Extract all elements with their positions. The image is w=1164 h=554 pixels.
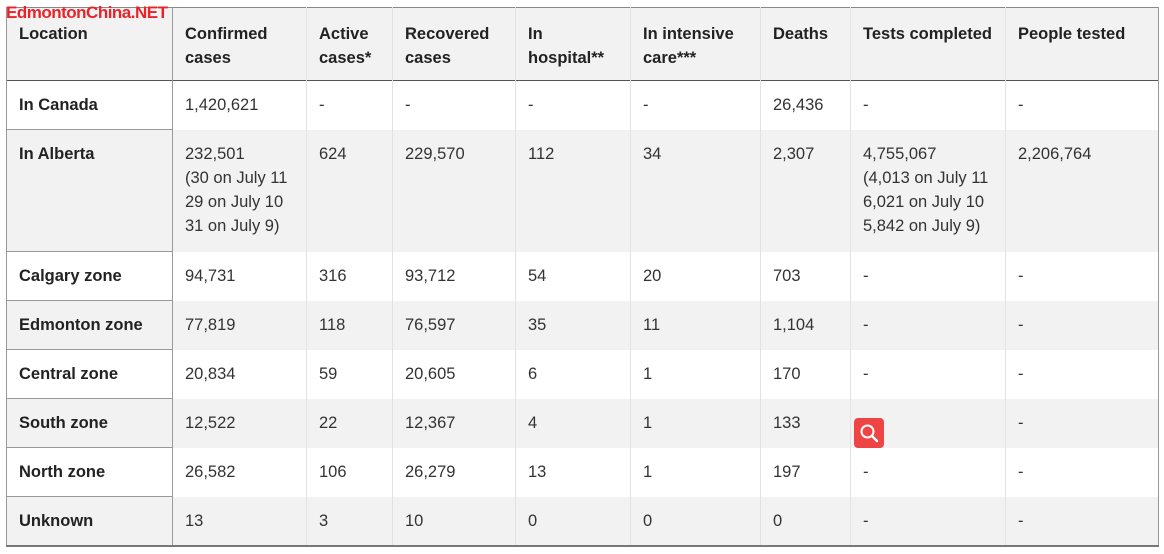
cell-recovered: 12,367 — [392, 398, 516, 448]
row-location: South zone — [6, 398, 173, 448]
cell-tests: - — [850, 300, 1006, 350]
header-recovered-cases: Recovered cases — [392, 7, 516, 81]
header-in-hospital: In hospital** — [515, 7, 631, 81]
cell-active: 59 — [306, 349, 393, 399]
header-confirmed-cases: Confirmed cases — [172, 7, 307, 81]
cell-tests: - — [850, 349, 1006, 399]
cell-active: 3 — [306, 496, 393, 546]
cell-icu: 34 — [630, 129, 761, 252]
cell-confirmed: 13 — [172, 496, 307, 546]
cell-confirmed: 26,582 — [172, 447, 307, 497]
table-row: In Alberta 232,501 (30 on July 11 29 on … — [6, 129, 1159, 252]
cell-confirmed: 12,522 — [172, 398, 307, 448]
row-location: Edmonton zone — [6, 300, 173, 350]
cell-hospital: - — [515, 80, 631, 130]
row-location: In Canada — [6, 80, 173, 130]
cell-deaths: 170 — [760, 349, 851, 399]
table-row: Calgary zone 94,731 316 93,712 54 20 703… — [6, 251, 1159, 301]
cell-deaths: 26,436 — [760, 80, 851, 130]
cell-tests: - — [850, 447, 1006, 497]
row-location: Unknown — [6, 496, 173, 546]
cell-deaths: 197 — [760, 447, 851, 497]
search-icon — [860, 424, 879, 443]
cell-active: 22 — [306, 398, 393, 448]
cell-deaths: 2,307 — [760, 129, 851, 252]
cell-active: 118 — [306, 300, 393, 350]
cell-recovered: 93,712 — [392, 251, 516, 301]
row-location: In Alberta — [6, 129, 173, 252]
cell-people-tested: - — [1005, 349, 1159, 399]
cell-people-tested: - — [1005, 300, 1159, 350]
row-location: North zone — [6, 447, 173, 497]
cell-deaths: 133 — [760, 398, 851, 448]
cell-people-tested: - — [1005, 251, 1159, 301]
table-row: South zone 12,522 22 12,367 4 1 133 - - — [6, 398, 1159, 448]
cell-confirmed: 94,731 — [172, 251, 307, 301]
cell-hospital: 54 — [515, 251, 631, 301]
cell-icu: 1 — [630, 398, 761, 448]
header-intensive-care: In intensive care*** — [630, 7, 761, 81]
table-header-row: Location Confirmed cases Active cases* R… — [6, 7, 1159, 81]
cell-recovered: 20,605 — [392, 349, 516, 399]
cell-active: 624 — [306, 129, 393, 252]
header-people-tested: People tested — [1005, 7, 1159, 81]
cell-icu: 20 — [630, 251, 761, 301]
cell-icu: 1 — [630, 349, 761, 399]
covid-stats-table: Location Confirmed cases Active cases* R… — [6, 7, 1159, 547]
header-tests-completed: Tests completed — [850, 7, 1006, 81]
cell-people-tested: - — [1005, 447, 1159, 497]
table-row: North zone 26,582 106 26,279 13 1 197 - … — [6, 447, 1159, 497]
cell-deaths: 0 — [760, 496, 851, 546]
cell-active: 106 — [306, 447, 393, 497]
cell-active: - — [306, 80, 393, 130]
cell-icu: 1 — [630, 447, 761, 497]
cell-people-tested: - — [1005, 398, 1159, 448]
cell-hospital: 35 — [515, 300, 631, 350]
cell-confirmed: 20,834 — [172, 349, 307, 399]
cell-tests: - — [850, 251, 1006, 301]
row-location: Calgary zone — [6, 251, 173, 301]
cell-hospital: 6 — [515, 349, 631, 399]
cell-people-tested: - — [1005, 496, 1159, 546]
cell-confirmed: 232,501 (30 on July 11 29 on July 10 31 … — [172, 129, 307, 252]
table-row: In Canada 1,420,621 - - - - 26,436 - - — [6, 80, 1159, 130]
cell-hospital: 0 — [515, 496, 631, 546]
cell-recovered: 76,597 — [392, 300, 516, 350]
cell-active: 316 — [306, 251, 393, 301]
cell-tests: - — [850, 496, 1006, 546]
search-button[interactable] — [854, 418, 884, 448]
cell-icu: 0 — [630, 496, 761, 546]
watermark-logo: EdmontonChina.NET — [6, 3, 168, 22]
cell-tests: - — [850, 80, 1006, 130]
cell-confirmed: 77,819 — [172, 300, 307, 350]
cell-confirmed: 1,420,621 — [172, 80, 307, 130]
row-location: Central zone — [6, 349, 173, 399]
cell-recovered: 26,279 — [392, 447, 516, 497]
header-deaths: Deaths — [760, 7, 851, 81]
cell-recovered: 10 — [392, 496, 516, 546]
cell-people-tested: - — [1005, 80, 1159, 130]
cell-deaths: 1,104 — [760, 300, 851, 350]
cell-people-tested: 2,206,764 — [1005, 129, 1159, 252]
cell-icu: 11 — [630, 300, 761, 350]
header-location: Location — [6, 7, 173, 81]
cell-recovered: - — [392, 80, 516, 130]
table-row: Unknown 13 3 10 0 0 0 - - — [6, 496, 1159, 546]
cell-recovered: 229,570 — [392, 129, 516, 252]
cell-hospital: 13 — [515, 447, 631, 497]
table-row: Edmonton zone 77,819 118 76,597 35 11 1,… — [6, 300, 1159, 350]
header-active-cases: Active cases* — [306, 7, 393, 81]
cell-icu: - — [630, 80, 761, 130]
cell-hospital: 4 — [515, 398, 631, 448]
cell-tests: 4,755,067 (4,013 on July 11 6,021 on Jul… — [850, 129, 1006, 252]
cell-deaths: 703 — [760, 251, 851, 301]
cell-hospital: 112 — [515, 129, 631, 252]
table-row: Central zone 20,834 59 20,605 6 1 170 - … — [6, 349, 1159, 399]
